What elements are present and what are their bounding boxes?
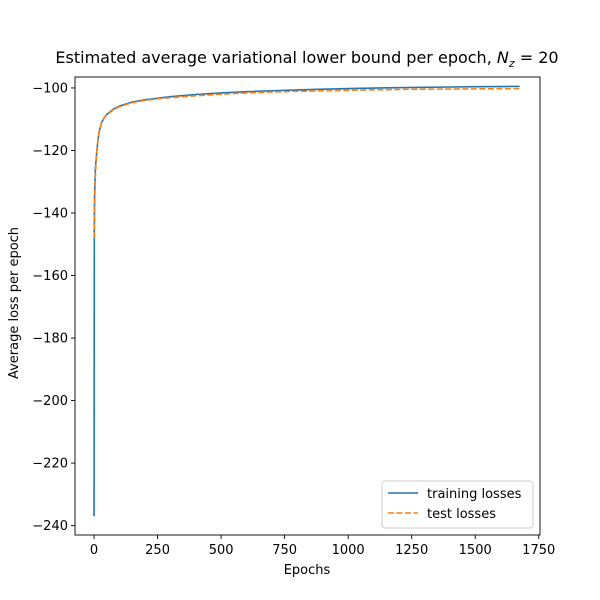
legend-label-2: test losses [427, 507, 496, 522]
y-tick-label: −100 [32, 81, 68, 96]
y-tick-label: −240 [32, 519, 68, 534]
y-tick-label: −220 [32, 457, 68, 472]
chart-title-text: Estimated average variational lower boun… [55, 48, 496, 67]
x-tick-label: 750 [272, 543, 297, 558]
y-tick-label: −200 [32, 394, 68, 409]
chart-title-math-subscript: z [508, 57, 515, 70]
legend-label-1: training losses [427, 487, 522, 502]
y-tick-label: −120 [32, 144, 68, 159]
x-axis-label: Epochs [284, 563, 331, 578]
x-tick-label: 250 [145, 543, 170, 558]
x-tick-label: 1250 [395, 543, 428, 558]
series-layer [93, 85, 520, 517]
x-tick-label: 1000 [332, 543, 365, 558]
x-tick-label: 500 [209, 543, 234, 558]
y-axis-label: Average loss per epoch [7, 227, 22, 379]
axes-layer: 0 250 500 750 1000 1250 1500 1750 −240 −220 −200 −1… [32, 76, 555, 558]
legend-box [381, 480, 534, 529]
chart-title: Estimated average variational lower boun… [55, 48, 558, 70]
chart-title-math-base: N [497, 48, 509, 67]
y-tick-label: −140 [32, 206, 68, 221]
legend: training losses test losses [381, 480, 534, 529]
x-tick-label: 1750 [522, 543, 555, 558]
axes-frame [74, 76, 541, 536]
chart-title-math-suffix: = 20 [515, 48, 559, 67]
y-tick-label: −180 [32, 332, 68, 347]
y-tick-label: −160 [32, 269, 68, 284]
plot-background [75, 77, 540, 535]
plot-area [75, 77, 540, 535]
x-tick-label: 1500 [459, 543, 492, 558]
x-tick-label: 0 [90, 543, 98, 558]
series-line-2 [93, 87, 520, 239]
